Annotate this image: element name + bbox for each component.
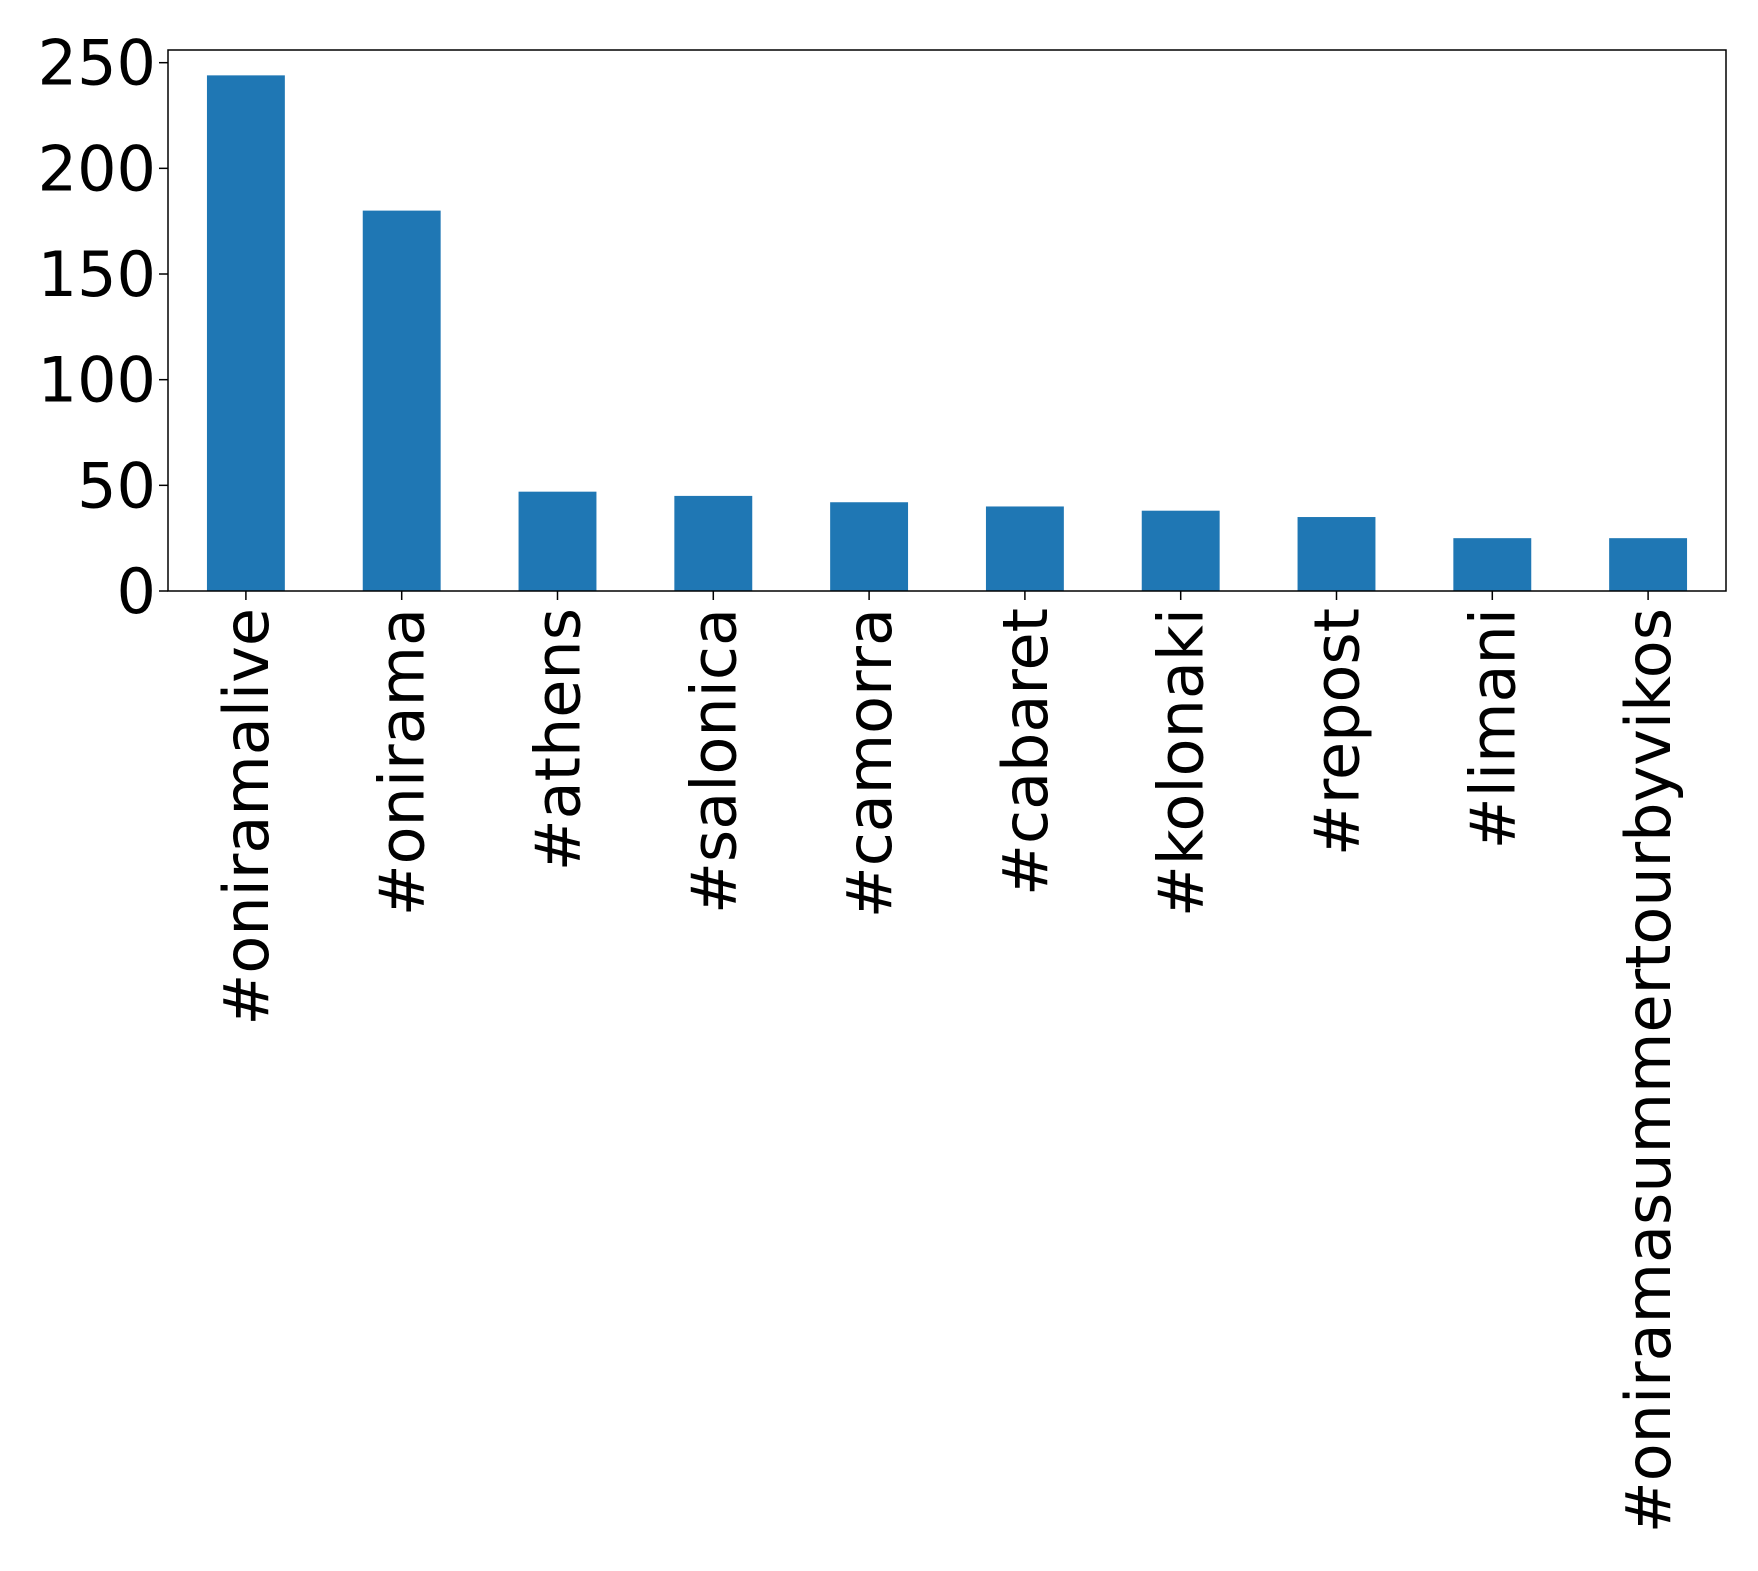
x-tick-label: #cabaret [989,608,1062,896]
y-tick-label: 200 [38,132,156,205]
x-tick-label: #athens [522,608,595,871]
bar [674,495,753,591]
x-tick-label: #limani [1456,608,1529,849]
plot-frame [167,49,1727,592]
x-tick-label: #onirama [366,608,439,916]
y-tick-label: 150 [38,238,156,311]
x-tick-label: #kolonaki [1145,608,1218,917]
y-axis: 0 50 100 150 200 250 [38,27,168,628]
bar [206,75,285,591]
y-tick-label: 50 [77,449,156,522]
bar [985,506,1064,591]
y-tick-label: 0 [117,555,156,628]
x-tick-label: #oniramalive [210,608,283,1026]
x-tick-label: #repost [1301,608,1374,856]
bar [830,502,909,591]
y-tick-label: 100 [38,344,156,417]
bar [1297,517,1376,591]
bar [1609,538,1688,591]
x-tick-label: #camorra [833,608,906,918]
y-tick-label: 250 [38,27,156,100]
x-axis: #oniramalive #onirama #athens #salonica #cam… [210,591,1685,1533]
bar [518,491,597,591]
bars-group [206,75,1688,591]
bar [362,210,441,591]
x-tick-label: #oniramasummertourbyvikos [1612,608,1685,1533]
bar [1141,510,1220,591]
bar [1453,538,1532,591]
x-tick-label: #salonica [677,608,750,914]
